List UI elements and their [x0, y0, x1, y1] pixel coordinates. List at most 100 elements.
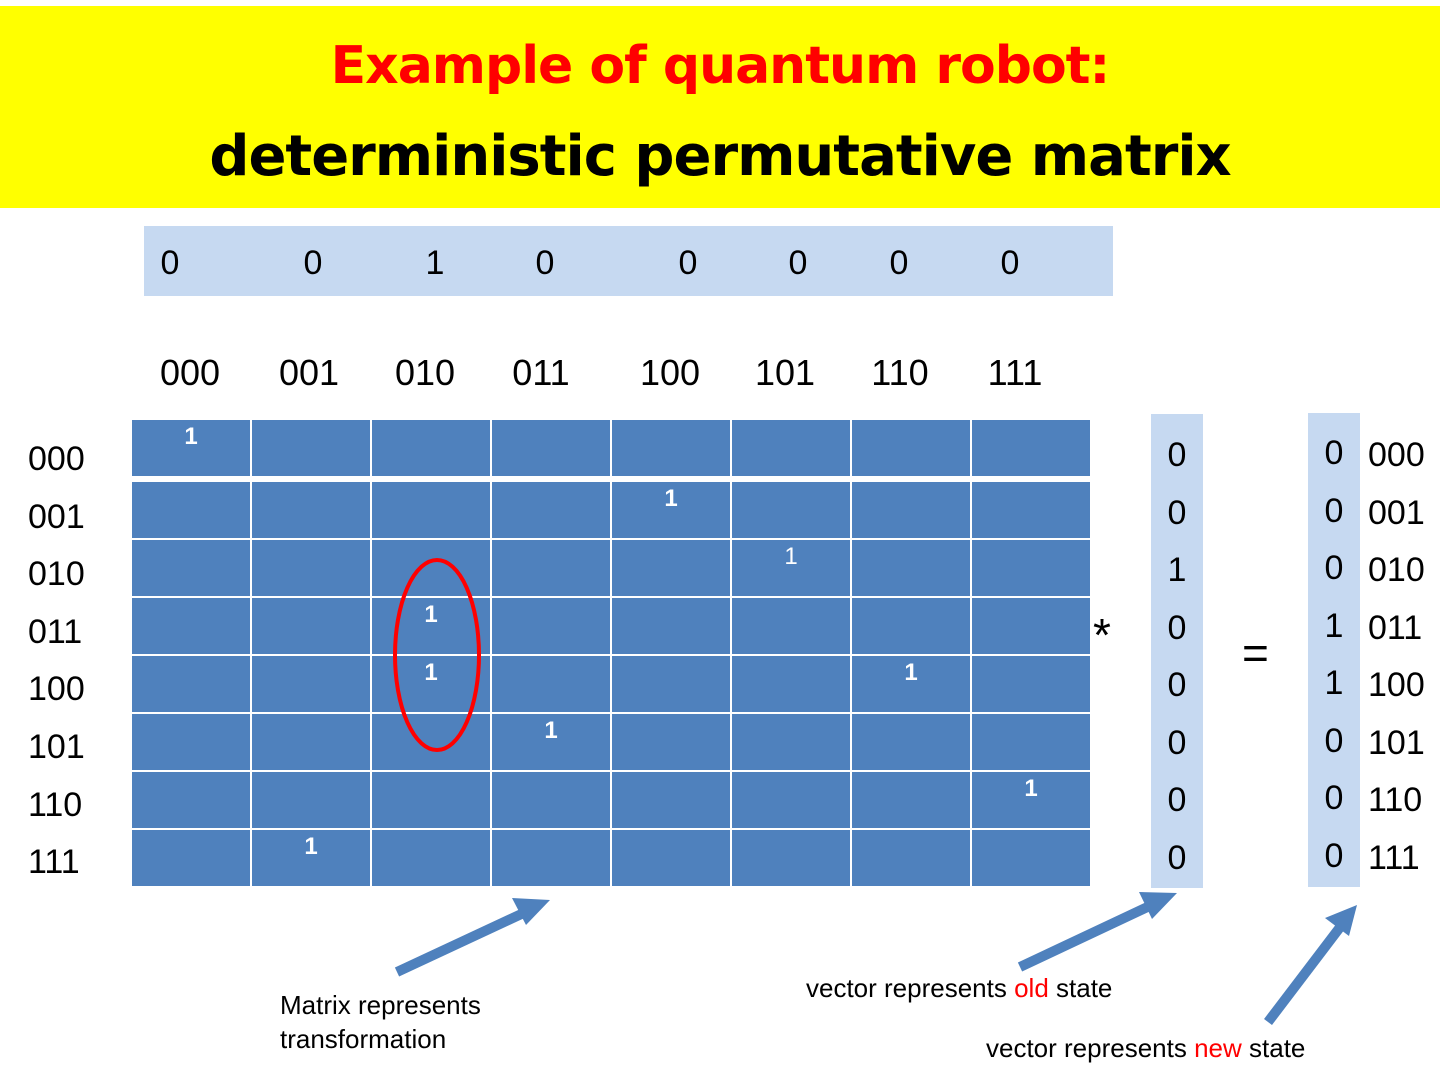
title-banner: Example of quantum robot: deterministic …: [0, 6, 1440, 208]
matrix-cell: [372, 714, 490, 770]
new-vector-value: 0: [1324, 491, 1344, 530]
old-state-vector: [1151, 414, 1203, 888]
title-line-2: deterministic permutative matrix: [209, 124, 1231, 189]
matrix-cell: 1: [612, 482, 730, 538]
matrix-cell: [372, 420, 490, 476]
matrix-cell: 1: [132, 420, 250, 476]
matrix-cell: [732, 714, 850, 770]
matrix-cell: [372, 830, 490, 886]
matrix-cell: [492, 540, 610, 596]
caption-text: state: [1048, 973, 1113, 1003]
column-label: 110: [871, 352, 929, 393]
column-label: 011: [512, 352, 570, 393]
matrix-cell: [492, 830, 610, 886]
matrix-cell: [252, 540, 370, 596]
matrix-cell: [492, 482, 610, 538]
old-vector-value: 0: [1167, 493, 1187, 532]
top-vector-value: 0: [1000, 244, 1020, 282]
row-label: 101: [28, 728, 85, 766]
top-vector-value: 0: [160, 244, 180, 282]
caption-new-word: new: [1194, 1033, 1242, 1063]
matrix-cell: [132, 482, 250, 538]
matrix-cell: [612, 772, 730, 828]
matrix-cell: [972, 656, 1090, 712]
matrix-cell: [852, 714, 970, 770]
matrix-cell: [852, 772, 970, 828]
new-vector-value: 0: [1324, 779, 1344, 817]
row-label: 000: [28, 440, 85, 478]
matrix-cell: [972, 598, 1090, 654]
top-vector-value: 0: [889, 244, 909, 282]
new-state-label: 110: [1368, 781, 1423, 819]
row-label: 010: [28, 555, 85, 594]
old-vector-value: 0: [1167, 838, 1187, 877]
caption-old-word: old: [1014, 973, 1049, 1003]
caption-text: state: [1241, 1033, 1306, 1063]
matrix-cell: [492, 420, 610, 476]
new-vector-value: 1: [1324, 664, 1344, 702]
old-vector-value: 0: [1167, 608, 1187, 647]
matrix-cell: [132, 772, 250, 828]
matrix-cell: [252, 656, 370, 712]
matrix-cell: [252, 482, 370, 538]
row-label: 011: [28, 612, 83, 651]
arrow-to-new-vector: [1264, 918, 1348, 1026]
matrix-cell: [612, 598, 730, 654]
matrix-cell: [132, 830, 250, 886]
matrix-cell: [852, 482, 970, 538]
matrix-cell: [972, 540, 1090, 596]
matrix-cell: [612, 830, 730, 886]
matrix-cell: [372, 772, 490, 828]
matrix-cell: [852, 420, 970, 476]
column-label: 010: [394, 352, 456, 393]
new-state-label: 111: [1368, 838, 1420, 877]
new-state-label: 010: [1368, 551, 1425, 589]
new-state-caption: vector represents new state: [986, 1031, 1305, 1065]
top-vector-value: 1: [425, 244, 445, 282]
matrix-cell: [132, 656, 250, 712]
matrix-cell: [492, 598, 610, 654]
new-vector-value: 1: [1324, 606, 1344, 645]
old-vector-value: 0: [1167, 436, 1187, 474]
new-vector-value: 0: [1324, 721, 1344, 760]
matrix-cell: [252, 714, 370, 770]
matrix-caption-line-1: Matrix represents: [280, 990, 481, 1020]
top-vector-value: 0: [303, 244, 323, 282]
matrix-cell: [972, 714, 1090, 770]
old-vector-value: 0: [1167, 666, 1187, 704]
matrix-cell: [852, 830, 970, 886]
title-line-1: Example of quantum robot:: [330, 36, 1111, 96]
arrow-to-old-vector: [1017, 898, 1159, 972]
matrix-cell: [612, 540, 730, 596]
row-label: 111: [28, 843, 80, 882]
matrix-cell: [972, 482, 1090, 538]
caption-text: vector represents: [806, 973, 1015, 1003]
matrix-cell: [492, 656, 610, 712]
matrix-cell: 1: [852, 656, 970, 712]
matrix-cell: [852, 540, 970, 596]
matrix-cell: 1: [252, 830, 370, 886]
matrix-cell: 1: [732, 540, 850, 596]
matrix-cell: [732, 598, 850, 654]
arrow-to-matrix: [394, 905, 533, 977]
matrix-cell: [972, 420, 1090, 476]
new-state-label: 100: [1368, 666, 1425, 704]
matrix-cell: [972, 830, 1090, 886]
matrix-caption: Matrix represents transformation: [280, 988, 481, 1056]
old-vector-value: 0: [1167, 723, 1187, 762]
new-vector-value: 0: [1324, 434, 1344, 472]
caption-text: vector represents: [986, 1033, 1195, 1063]
column-label: 101: [754, 352, 816, 393]
matrix-cell: [372, 540, 490, 596]
matrix-cell: [612, 714, 730, 770]
matrix-cell: [612, 420, 730, 476]
matrix-cell: [732, 420, 850, 476]
matrix-cell: [252, 420, 370, 476]
new-vector-value: 0: [1324, 836, 1344, 875]
column-label: 000: [159, 352, 221, 393]
matrix-cell: [372, 482, 490, 538]
row-label: 100: [28, 670, 85, 709]
equals-sign: =: [1242, 627, 1269, 679]
row-label: 001: [28, 497, 85, 536]
